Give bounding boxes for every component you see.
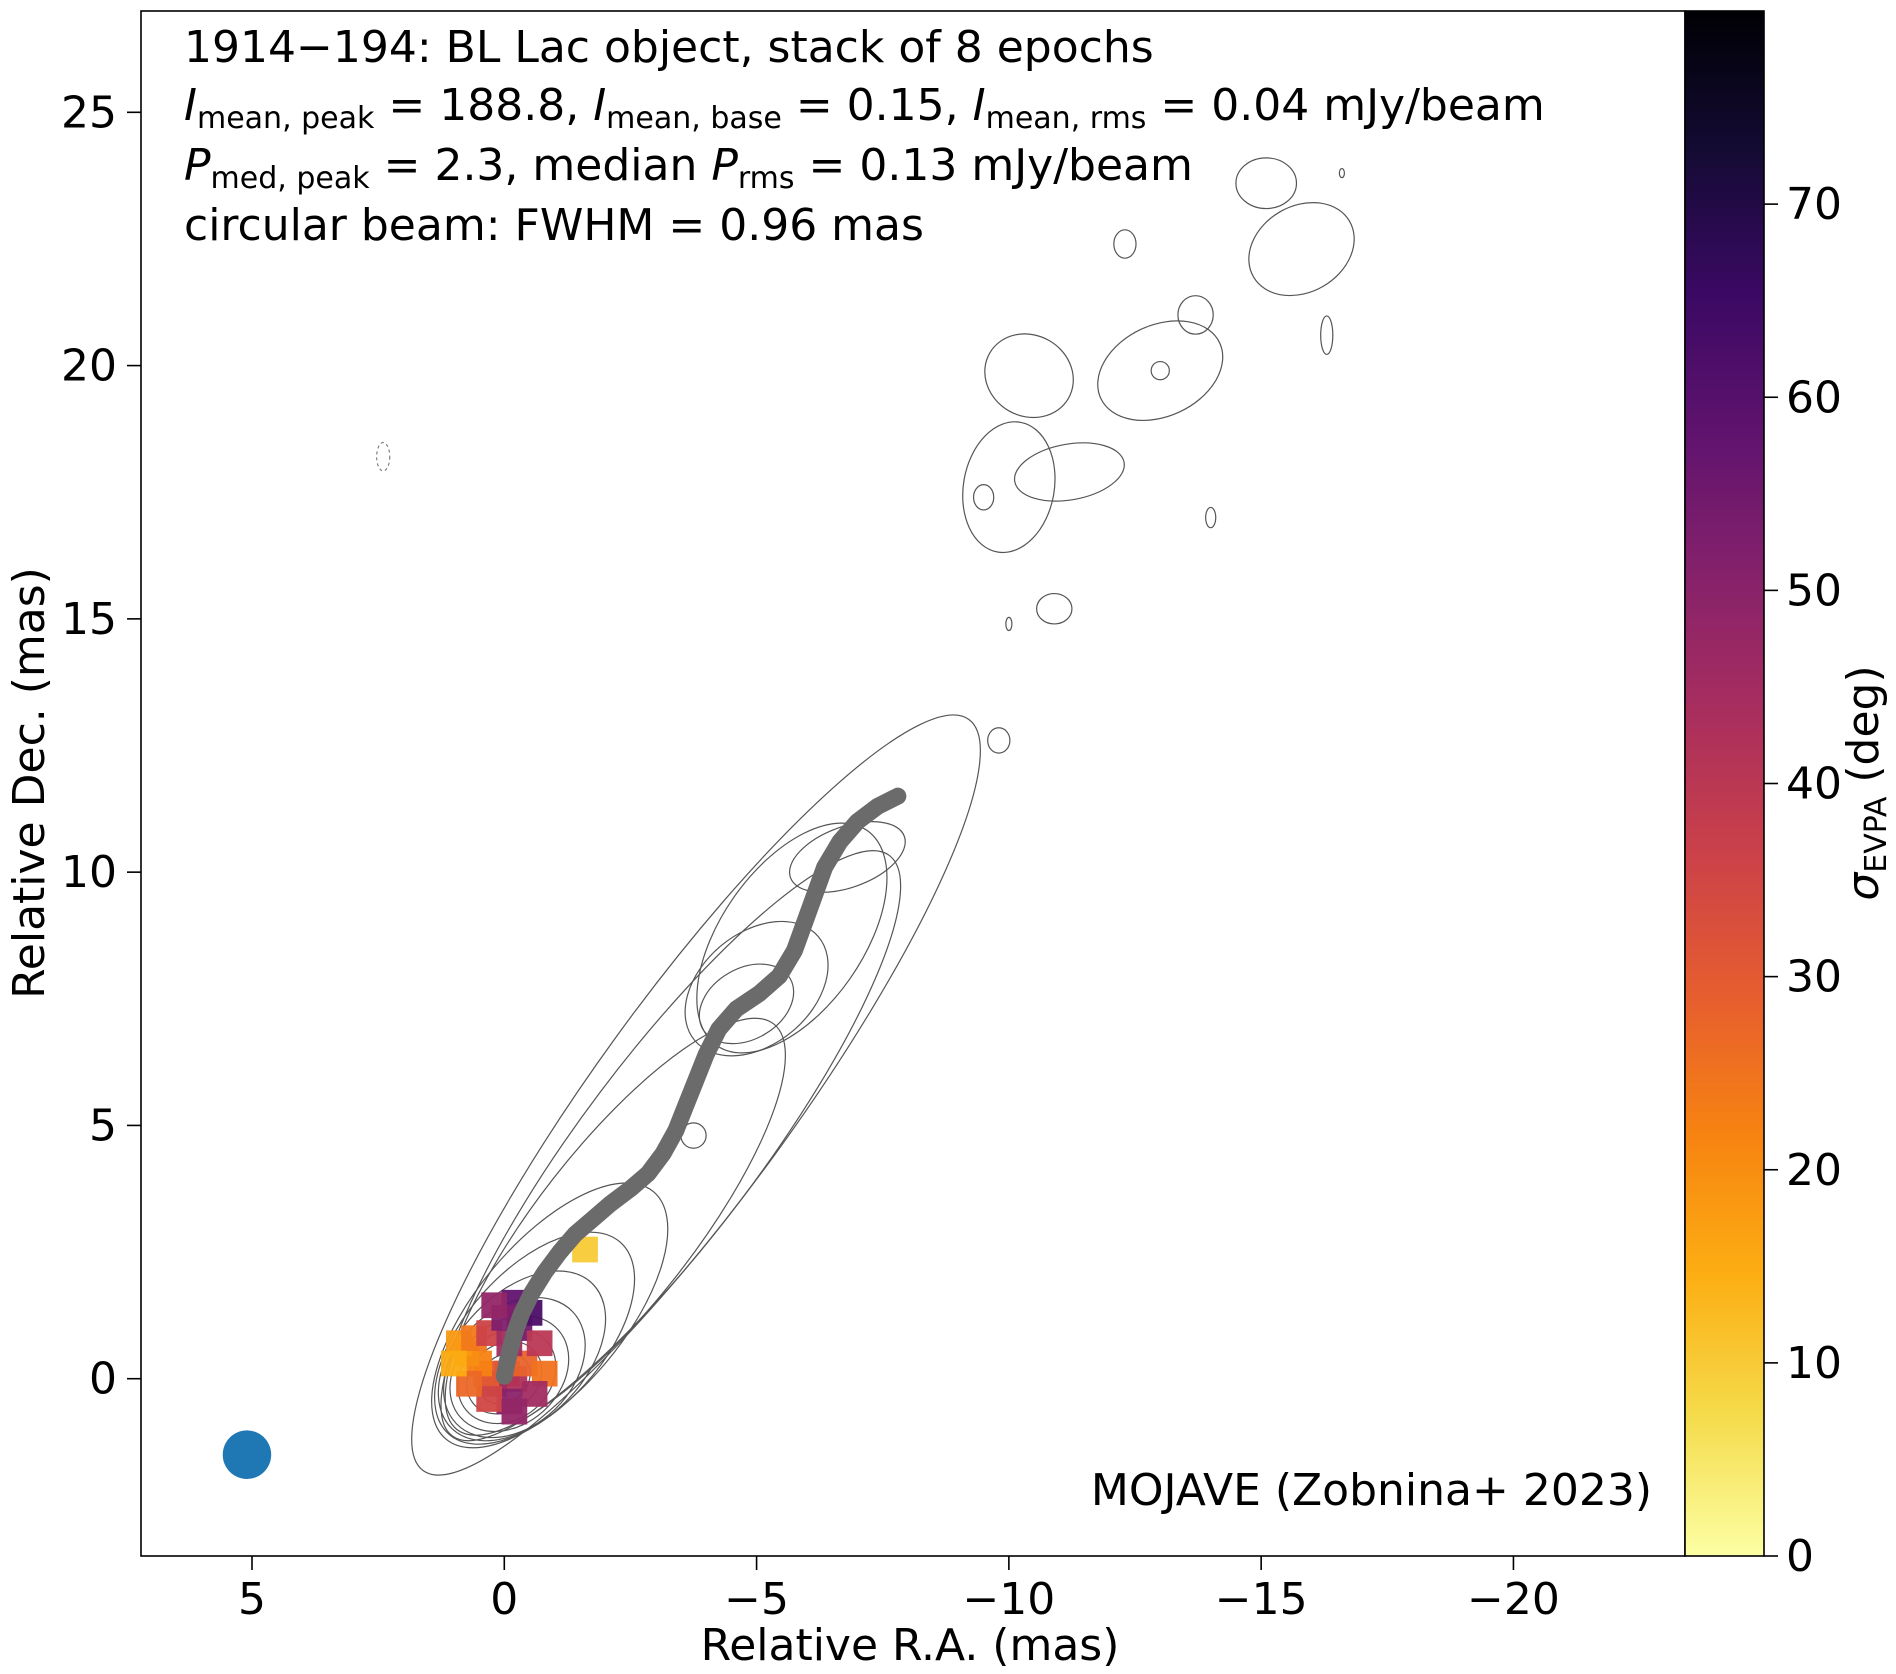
x-tick-label: 0 <box>490 1574 518 1625</box>
contour-blob-12 <box>1235 157 1298 210</box>
contour-blob-5 <box>972 484 995 511</box>
evpa-pixel <box>526 1330 553 1357</box>
title-line-4: circular beam: FWHM = 0.96 mas <box>184 200 924 251</box>
title-block: 1914−194: BL Lac object, stack of 8 epoc… <box>184 22 1545 251</box>
contour-core-6 <box>437 1270 607 1442</box>
y-tick-label: 10 <box>61 847 117 898</box>
contour-blob-9 <box>1150 360 1170 381</box>
beam-marker <box>222 1430 272 1480</box>
colorbar-tick-label: 60 <box>1786 372 1842 423</box>
colorbar-tick-label: 70 <box>1786 179 1842 230</box>
y-tick-label: 0 <box>89 1354 117 1405</box>
contour-blob-6 <box>1013 442 1125 502</box>
evpa-pixel <box>481 1292 508 1319</box>
y-axis-label: Relative Dec. (mas) <box>4 567 55 999</box>
contour-core-8 <box>431 1182 669 1449</box>
colorbar-ticks: 0 10 20 30 40 50 60 70 <box>1764 179 1842 1582</box>
colorbar-tick-label: 30 <box>1786 952 1842 1003</box>
contour-blob-3 <box>1036 592 1073 625</box>
evpa-pixel <box>440 1350 467 1377</box>
plot-content <box>222 157 1355 1480</box>
contour-blob-10 <box>1177 295 1214 335</box>
contour-blob-2 <box>987 727 1011 754</box>
colorbar-tick-label: 20 <box>1786 1145 1842 1196</box>
ridgeline-path <box>495 787 907 1385</box>
contour-knot-b <box>788 821 906 893</box>
jet-ridgeline <box>495 787 907 1385</box>
contour-jet-1 <box>444 1017 786 1436</box>
contour-blob-17 <box>1338 167 1346 179</box>
contour-blob-15 <box>1205 506 1217 529</box>
x-tick-label: −5 <box>724 1574 789 1625</box>
y-tick-label: 25 <box>61 87 117 138</box>
beam-ellipse <box>222 1430 272 1480</box>
y-tick-label: 5 <box>89 1100 117 1151</box>
y-axis-ticks: 0 5 10 15 20 25 <box>61 87 141 1405</box>
y-tick-label: 15 <box>61 594 117 645</box>
contour-blob-14 <box>1320 315 1334 356</box>
contour-blob-11 <box>1248 201 1355 297</box>
contour-neg-1 <box>376 442 391 472</box>
x-tick-label: 5 <box>238 1574 266 1625</box>
contour-jet-3 <box>411 714 981 1476</box>
contour-blob-7 <box>984 333 1074 419</box>
x-tick-label: −15 <box>1215 1574 1308 1625</box>
x-axis-label: Relative R.A. (mas) <box>701 1620 1120 1671</box>
colorbar-tick-label: 10 <box>1786 1338 1842 1389</box>
colorbar-tick-label: 50 <box>1786 565 1842 616</box>
contour-blob-16 <box>1005 616 1013 632</box>
contour-blob-8 <box>1097 320 1224 422</box>
contour-blob-4 <box>962 421 1056 554</box>
x-tick-label: −10 <box>962 1574 1055 1625</box>
colorbar-gradient <box>1685 11 1764 1556</box>
evpa-pixel <box>501 1398 528 1425</box>
colorbar: 0 10 20 30 40 50 60 70 σEVPA (deg) <box>1684 10 1894 1582</box>
y-tick-label: 20 <box>61 341 117 392</box>
title-line-1: 1914−194: BL Lac object, stack of 8 epoc… <box>184 22 1154 73</box>
contour-blob-13 <box>1113 229 1137 259</box>
x-axis-ticks: 5 0 −5 −10 −15 −20 <box>238 1556 1560 1625</box>
colorbar-label: σEVPA (deg) <box>1838 665 1894 900</box>
title-line-2: Imean, peak = 188.8, Imean, base = 0.15,… <box>184 80 1545 136</box>
credit-annotation: MOJAVE (Zobnina+ 2023) <box>1091 1465 1652 1516</box>
colorbar-tick-label: 0 <box>1786 1531 1814 1582</box>
title-line-3: Pmed, peak = 2.3, median Prms = 0.13 mJy… <box>184 140 1193 196</box>
colorbar-tick-label: 40 <box>1786 759 1842 810</box>
contour-knot-a2 <box>684 920 829 1057</box>
x-tick-label: −20 <box>1467 1574 1560 1625</box>
plot-background <box>141 11 1685 1556</box>
